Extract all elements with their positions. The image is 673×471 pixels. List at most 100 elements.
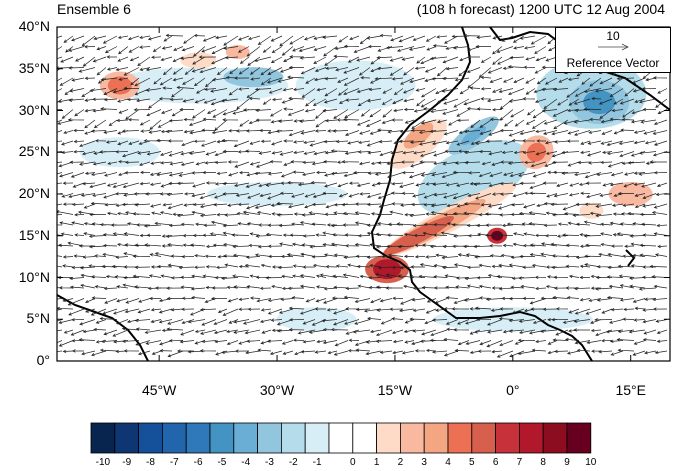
wind-vector bbox=[311, 255, 327, 259]
wind-vector bbox=[528, 222, 547, 226]
wind-vector bbox=[609, 221, 624, 226]
wind-vector bbox=[289, 233, 305, 237]
wind-vector bbox=[498, 203, 514, 210]
wind-vector bbox=[62, 181, 74, 185]
wind-vector bbox=[183, 203, 195, 207]
wind-vector bbox=[173, 46, 184, 51]
wind-vector bbox=[343, 77, 360, 86]
wind-vector bbox=[544, 140, 558, 145]
wind-vector bbox=[209, 232, 228, 236]
wind-vector bbox=[58, 286, 74, 290]
wind-vector bbox=[446, 203, 459, 208]
wind-vector bbox=[530, 35, 547, 45]
colorbar-tick-label: 1 bbox=[373, 457, 380, 468]
wind-vector bbox=[199, 203, 217, 209]
wind-vector bbox=[247, 56, 261, 66]
wind-vector bbox=[114, 275, 129, 279]
wind-vector bbox=[149, 296, 161, 301]
wind-vector bbox=[356, 56, 371, 62]
wind-vector bbox=[413, 151, 426, 155]
wind-vector bbox=[272, 97, 283, 102]
wind-vector bbox=[336, 118, 349, 122]
wind-vector bbox=[470, 119, 481, 128]
wind-vector bbox=[216, 212, 228, 217]
wind-vector bbox=[475, 193, 492, 200]
wind-vector bbox=[573, 328, 591, 332]
colorbar-swatch bbox=[114, 422, 140, 454]
wind-vector bbox=[135, 340, 151, 346]
wind-vector bbox=[337, 182, 349, 188]
wind-vector bbox=[101, 339, 118, 344]
wind-vector bbox=[480, 97, 492, 101]
colorbar-swatch bbox=[399, 422, 425, 454]
wind-vector bbox=[191, 193, 206, 198]
wind-vector bbox=[261, 329, 272, 334]
wind-vector bbox=[166, 192, 184, 197]
wind-vector bbox=[300, 350, 316, 354]
wind-vector bbox=[221, 276, 239, 281]
wind-vector bbox=[518, 172, 536, 177]
longitude-label: 30°W bbox=[259, 382, 295, 398]
wind-vector bbox=[486, 340, 503, 348]
wind-vector bbox=[82, 56, 96, 67]
wind-vector bbox=[57, 203, 63, 206]
wind-vector bbox=[302, 265, 316, 269]
wind-vector bbox=[442, 56, 459, 64]
wind-vector bbox=[181, 296, 195, 300]
wind-vector bbox=[289, 318, 305, 322]
wind-vector bbox=[194, 265, 206, 270]
wind-vector bbox=[314, 307, 327, 311]
wind-vector bbox=[180, 222, 195, 227]
wind-vector bbox=[412, 329, 426, 333]
wind-vector bbox=[622, 254, 635, 258]
wind-vector bbox=[393, 108, 404, 113]
colorbar-swatch bbox=[542, 422, 568, 454]
wind-vector bbox=[610, 307, 624, 312]
wind-vector bbox=[181, 319, 195, 325]
wind-vector bbox=[344, 151, 360, 155]
wind-vector bbox=[596, 172, 613, 177]
wind-vector bbox=[510, 109, 525, 118]
wind-vector bbox=[167, 203, 184, 210]
wind-vector bbox=[82, 255, 96, 259]
wind-vector bbox=[641, 182, 657, 188]
wind-vector bbox=[392, 98, 404, 104]
wind-vector bbox=[224, 56, 239, 60]
colorbar-swatch bbox=[495, 422, 520, 454]
wind-vector bbox=[128, 140, 140, 145]
wind-vector bbox=[441, 88, 459, 93]
wind-vector bbox=[326, 308, 338, 312]
wind-vector bbox=[136, 223, 151, 227]
wind-vector bbox=[248, 243, 261, 248]
wind-vector bbox=[643, 329, 657, 335]
wind-vector bbox=[246, 88, 261, 99]
wind-vector bbox=[93, 35, 107, 40]
wind-vector bbox=[335, 139, 349, 144]
wind-vector bbox=[293, 140, 305, 144]
wind-vector bbox=[622, 203, 635, 207]
wind-vector bbox=[299, 119, 316, 123]
wind-vector bbox=[343, 44, 360, 49]
wind-vector bbox=[238, 35, 250, 41]
colorbar bbox=[90, 422, 592, 454]
wind-vector bbox=[535, 129, 547, 134]
wind-vector bbox=[463, 298, 481, 302]
wind-vector bbox=[168, 119, 184, 123]
wind-vector bbox=[455, 161, 470, 165]
wind-vector bbox=[448, 119, 459, 126]
wind-vector bbox=[345, 244, 360, 248]
wind-vector bbox=[568, 308, 580, 314]
colorbar-swatch bbox=[566, 422, 592, 454]
wind-vector bbox=[453, 98, 470, 108]
wind-vector bbox=[390, 35, 404, 42]
wind-vector bbox=[356, 264, 371, 269]
wind-vector bbox=[400, 77, 415, 85]
wind-vector bbox=[256, 210, 272, 215]
wind-vector bbox=[292, 170, 305, 174]
wind-vector bbox=[401, 170, 415, 175]
wind-vector bbox=[245, 129, 261, 133]
wind-vector bbox=[631, 109, 646, 115]
wind-vector bbox=[616, 232, 635, 236]
wind-vector bbox=[57, 210, 74, 215]
wind-vector bbox=[139, 67, 151, 71]
